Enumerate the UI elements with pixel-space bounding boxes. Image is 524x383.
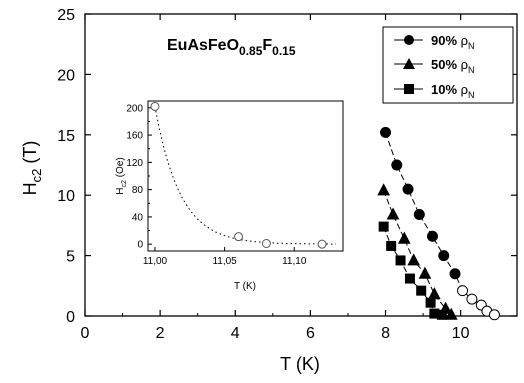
inset-background: [145, 98, 344, 253]
inset-y-tick-label: 160: [126, 131, 143, 142]
main-axis-ticks: [84, 13, 517, 317]
data-point-triangle: [407, 253, 421, 266]
series-line-circle: [385, 132, 495, 316]
data-point-square: [404, 273, 415, 284]
data-point-circle: [413, 209, 425, 221]
y-axis-label: Hc2 (T): [20, 141, 44, 196]
data-point-circle: [402, 183, 414, 195]
data-point-circle: [488, 309, 500, 321]
x-tick-label: 4: [231, 325, 240, 342]
inset-data-point: [150, 101, 160, 111]
main-y-tick-labels: 0 5 10 15 20 25: [57, 7, 75, 326]
main-series-lines: [383, 132, 495, 316]
data-point-triangle: [418, 266, 432, 279]
legend-label-50: 50% ρN: [431, 57, 475, 75]
inset-data-point: [261, 239, 271, 248]
inset-y-tick-label: 120: [126, 158, 143, 169]
y-tick-label: 10: [57, 188, 75, 205]
y-tick-label: 0: [66, 309, 75, 326]
y-tick-label: 25: [57, 7, 75, 24]
legend-label-90: 90% ρN: [431, 33, 475, 51]
data-point-circle: [391, 159, 403, 171]
inset-x-axis-label: T (K): [234, 281, 256, 292]
data-point-triangle: [444, 307, 458, 320]
data-point-triangle: [386, 207, 400, 220]
data-point-circle: [466, 293, 478, 305]
legend-marker-square: [404, 84, 414, 94]
y-tick-label: 5: [66, 249, 75, 266]
inset-data-point: [317, 239, 327, 249]
data-point-triangle: [428, 287, 441, 300]
data-point-square: [386, 240, 397, 251]
inset-x-tick-label: 11,10: [282, 256, 307, 267]
x-tick-label: 10: [452, 325, 470, 342]
inset-y-tick-label: 200: [126, 103, 143, 114]
inset-y-tick-label: 80: [132, 185, 144, 196]
x-tick-label: 2: [156, 325, 165, 342]
inset-axis-ticks: [148, 107, 295, 251]
legend-item-90: 90% ρN: [394, 33, 475, 51]
inset-y-tick-label: 0: [137, 240, 143, 251]
inset-y-tick-label: 40: [132, 212, 144, 223]
legend-item-10: 10% ρN: [394, 82, 475, 100]
x-tick-label: 6: [306, 325, 315, 342]
inset-x-tick-label: 11,00: [143, 256, 168, 267]
data-point-triangle: [397, 231, 411, 244]
legend-marker-circle: [404, 35, 414, 45]
legend-item-50: 50% ρN: [394, 57, 475, 75]
data-point-square: [425, 297, 436, 308]
inset-points: [150, 101, 327, 249]
inset-data-point: [234, 232, 244, 242]
x-tick-label: 0: [81, 325, 90, 342]
inset-y-tick-labels: 0 40 80 120 160 200: [126, 103, 143, 250]
y-tick-label: 20: [57, 67, 75, 84]
chart-title: EuAsFeO0.85F0.15: [167, 37, 296, 58]
main-plot-frame: [84, 13, 518, 317]
data-point-triangle: [377, 183, 390, 196]
y-tick-label: 15: [57, 128, 75, 145]
legend-marker-triangle: [403, 58, 415, 69]
x-tick-label: 8: [381, 325, 390, 342]
data-point-circle: [457, 285, 469, 297]
legend-label-10: 10% ρN: [431, 82, 475, 100]
data-point-circle: [438, 250, 450, 262]
data-point-circle: [449, 268, 461, 280]
data-point-square: [378, 221, 389, 232]
data-point-circle: [380, 126, 392, 138]
data-point-square: [395, 255, 406, 266]
inset-x-tick-label: 11,05: [212, 256, 237, 267]
main-series-points: [377, 126, 500, 321]
data-point-square: [416, 285, 427, 296]
legend: 90% ρN 50% ρN 10% ρN: [382, 26, 514, 104]
data-point-circle: [426, 230, 438, 242]
x-axis-label: T (K): [280, 354, 320, 374]
data-point-square: [436, 309, 447, 320]
inset-x-tick-labels: 11,00 11,05 11,10: [143, 256, 307, 267]
main-x-tick-labels: 0 2 4 6 8 10: [81, 325, 470, 342]
inset-chart: 11,00 11,05 11,10 0 40 80 120 160 200 T (K) Hc2…: [115, 98, 344, 292]
inset-y-axis-label: Hc2 (Oe): [115, 157, 128, 194]
